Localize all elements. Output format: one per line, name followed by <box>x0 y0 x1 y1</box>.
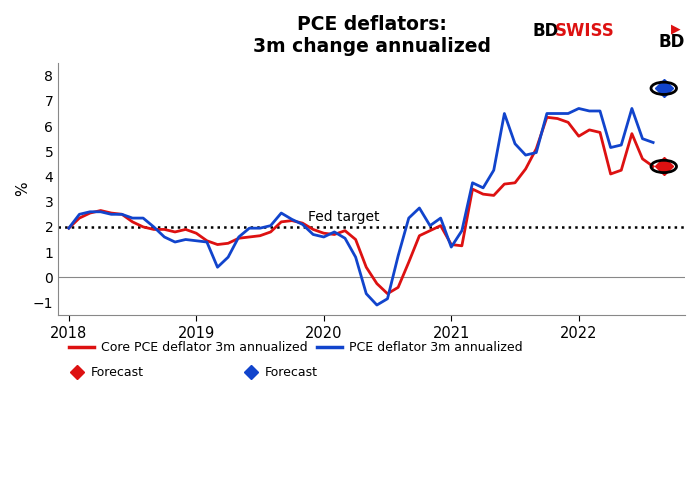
Text: ▶: ▶ <box>671 22 680 35</box>
Text: BD: BD <box>659 32 685 50</box>
Title: PCE deflators:
3m change annualized: PCE deflators: 3m change annualized <box>253 15 491 56</box>
Text: SWISS: SWISS <box>555 22 615 40</box>
Text: Fed target: Fed target <box>308 211 379 225</box>
Text: BD: BD <box>532 22 559 40</box>
Legend: Forecast, Forecast: Forecast, Forecast <box>64 361 323 384</box>
Y-axis label: %: % <box>15 182 30 197</box>
